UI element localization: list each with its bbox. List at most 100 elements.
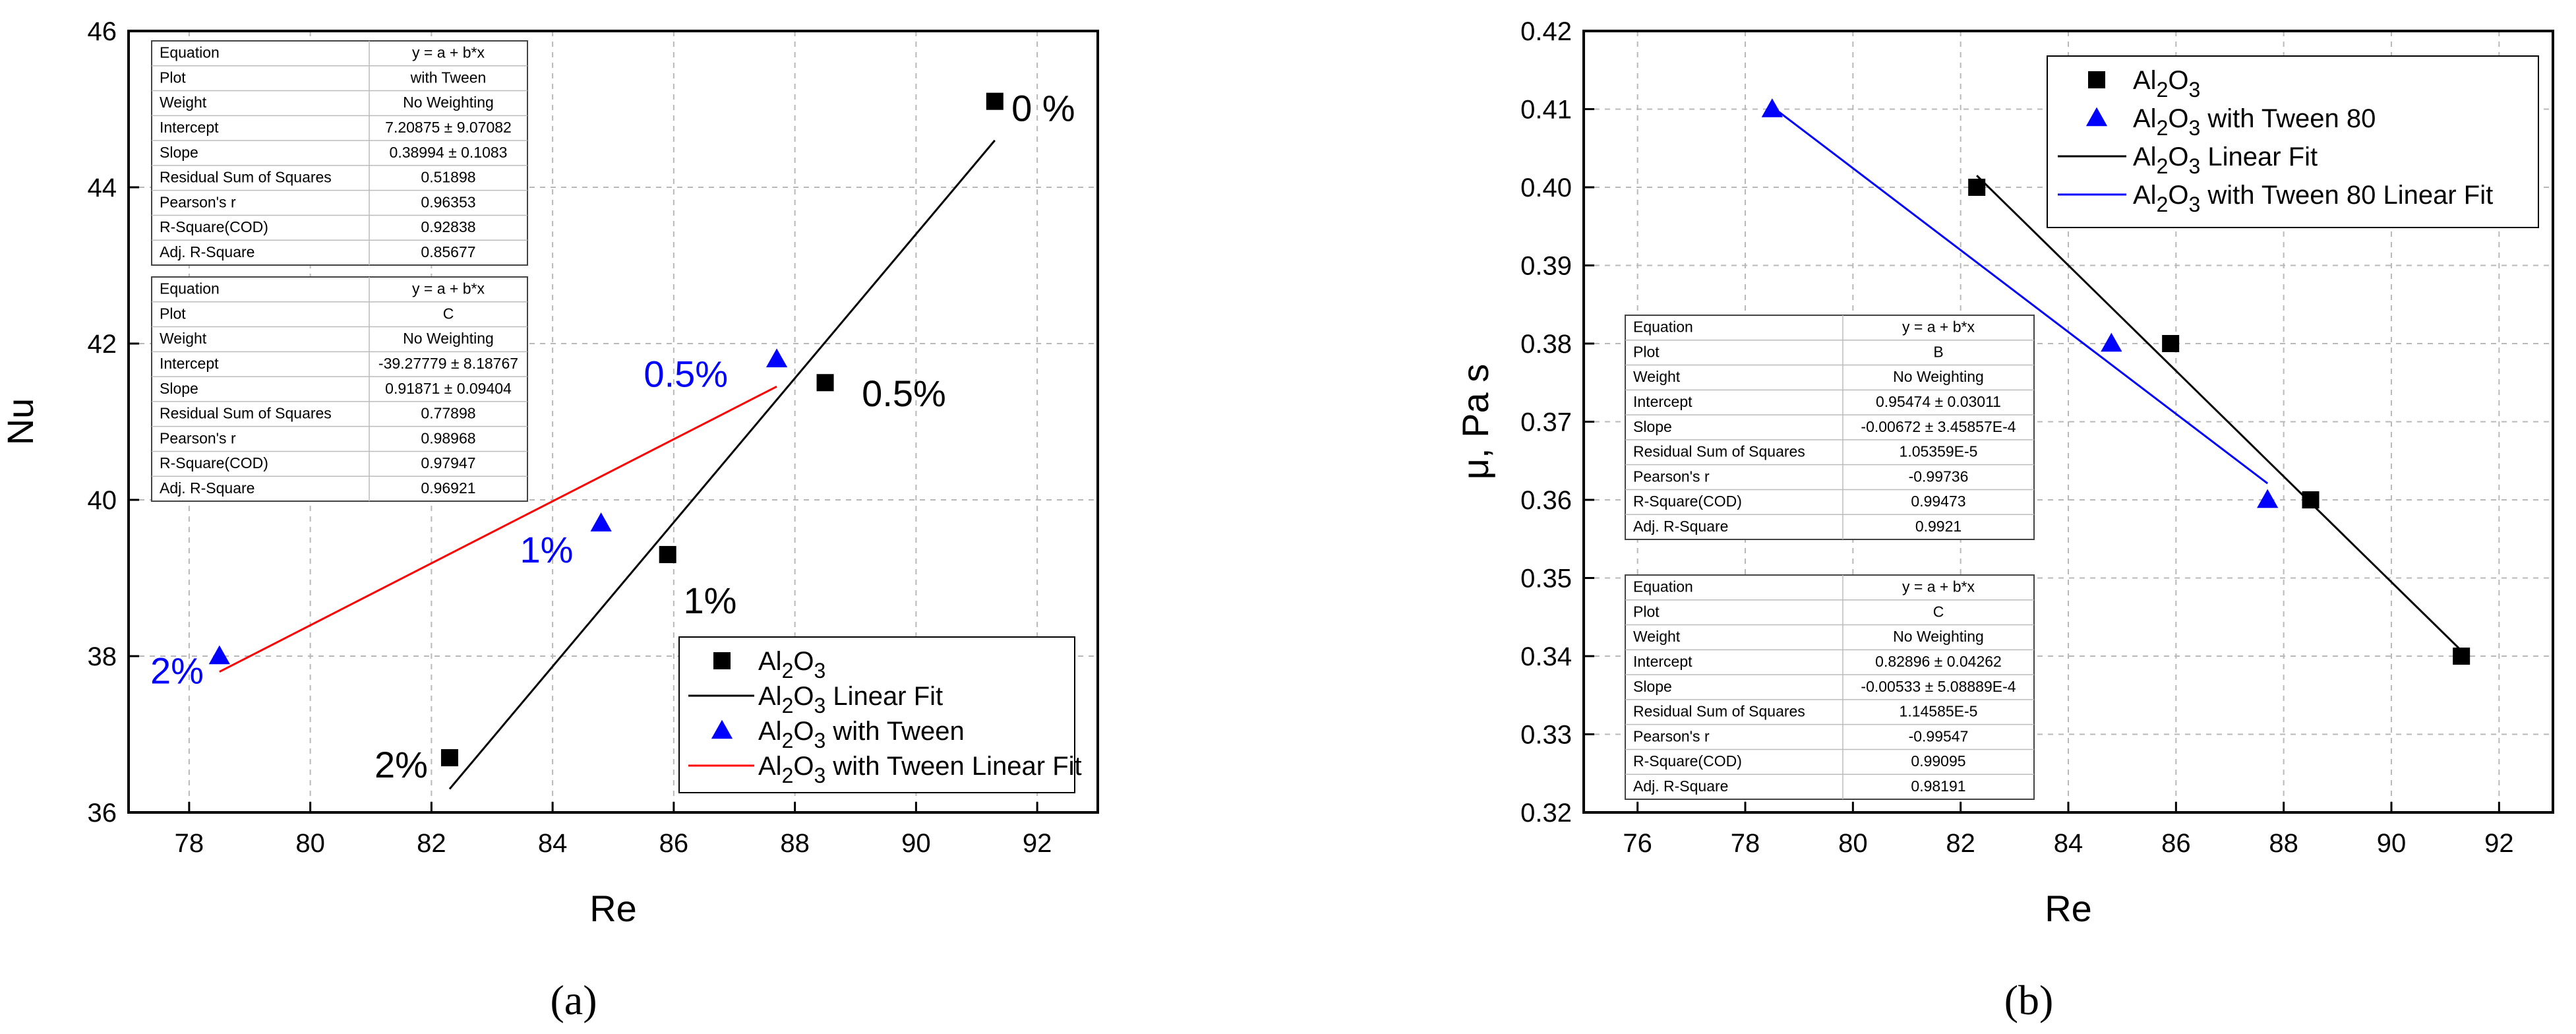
table-cell-label: R-Square(COD) (1633, 493, 1742, 510)
x-tick-label: 82 (1946, 829, 1975, 858)
table-cell-value: No Weighting (403, 330, 494, 347)
fit-stats-table: Equation y = a + b*x Plot with Tween Weight N… (151, 40, 528, 266)
table-cell-value: 0.77898 (421, 405, 475, 422)
legend-label: Al2O3 with Tween Linear Fit (758, 752, 1082, 787)
table-cell-label: Slope (1633, 678, 1672, 695)
x-tick-label: 78 (175, 829, 204, 858)
plot-frame (1582, 30, 2554, 814)
data-point (765, 348, 788, 367)
table-cell-value: 0.99095 (1911, 752, 1965, 770)
y-axis-title: Nu (0, 398, 41, 446)
legend-marker-swatch (713, 652, 731, 669)
y-tick-label: 0.35 (1520, 564, 1572, 593)
x-tick-label: 90 (2377, 829, 2407, 858)
y-tick-label: 36 (88, 799, 117, 828)
point-annotation: 2% (150, 650, 204, 692)
table-cell-value: 0.97947 (421, 454, 475, 471)
legend-frame (2047, 55, 2539, 228)
data-point (1968, 179, 1986, 196)
table-cell-value: y = a + b*x (1902, 319, 1975, 336)
table-frame (1625, 574, 2035, 800)
data-point (659, 545, 676, 563)
point-annotation: 1% (520, 529, 573, 570)
x-tick-label: 90 (901, 829, 931, 858)
y-tick-label: 0.41 (1520, 96, 1572, 125)
y-tick-label: 0.40 (1520, 173, 1572, 202)
table-cell-value: 0.92838 (421, 218, 475, 235)
table-cell-value: 7.20875 ± 9.07082 (385, 119, 512, 136)
table-cell-value: -0.00672 ± 3.45857E-4 (1861, 418, 2016, 435)
table-cell-value: No Weighting (1893, 368, 1984, 385)
table-cell-value: No Weighting (403, 94, 494, 111)
table-cell-label: Residual Sum of Squares (1633, 443, 1805, 460)
table-cell-value: -0.99736 (1909, 468, 1969, 485)
table-cell-value: 0.82896 ± 0.04262 (1875, 653, 2002, 670)
table-cell-label: Adj. R-Square (1633, 777, 1728, 795)
table-cell-label: Plot (160, 305, 186, 322)
table-cell-label: R-Square(COD) (1633, 752, 1742, 770)
data-point (986, 92, 1003, 110)
table-cell-label: Intercept (1633, 393, 1692, 410)
legend-label: Al2O3 with Tween (758, 717, 965, 752)
table-cell-value: 0.96353 (421, 193, 475, 210)
table-cell-value: -39.27779 ± 8.18767 (378, 355, 518, 372)
subfigure-caption: (a) (550, 977, 597, 1023)
y-tick-label: 0.42 (1520, 17, 1572, 46)
table-cell-label: Weight (160, 330, 207, 347)
y-tick-label: 0.37 (1520, 408, 1572, 437)
x-tick-label: 78 (1731, 829, 1760, 858)
table-cell-label: Equation (1633, 319, 1693, 336)
x-tick-label: 80 (295, 829, 325, 858)
table-cell-label: Equation (1633, 578, 1693, 595)
subfigure-caption: (b) (2004, 977, 2054, 1023)
fit-line (448, 139, 996, 790)
y-tick-label: 44 (88, 173, 117, 202)
table-cell-label: Equation (160, 280, 220, 297)
x-tick-label: 92 (1023, 829, 1052, 858)
legend-frame (678, 636, 1075, 793)
x-tick-label: 84 (2054, 829, 2083, 858)
table-cell-label: Pearson's r (160, 193, 236, 210)
table-cell-label: Intercept (160, 355, 219, 372)
table-cell-value: 0.96921 (421, 479, 475, 497)
x-tick-label: 88 (2269, 829, 2298, 858)
table-cell-value: 0.85677 (421, 243, 475, 260)
table-cell-label: Pearson's r (160, 429, 236, 446)
table-cell-value: with Tween (410, 69, 487, 86)
table-cell-value: B (1933, 343, 1943, 360)
y-tick-label: 0.32 (1520, 799, 1572, 828)
y-tick-label: 0.34 (1520, 642, 1572, 671)
table-cell-label: Slope (160, 144, 198, 161)
legend-marker-swatch (711, 719, 733, 739)
y-tick-label: 0.33 (1520, 721, 1572, 750)
chart-b: 76 78 80 82 84 86 88 90 92 0.32 0.33 0.34 0.35 0.36 0.… (1454, 17, 2554, 1023)
point-annotation: 1% (684, 580, 737, 621)
table-cell-label: Weight (1633, 368, 1681, 385)
table-cell-label: Residual Sum of Squares (1633, 703, 1805, 720)
fit-stats-table: Equation y = a + b*x Plot C Weight No Weighti… (1625, 574, 2035, 800)
point-annotation: 0.5% (862, 373, 946, 414)
table-cell-value: 0.38994 ± 0.1083 (390, 144, 508, 161)
chart-a: 78 80 82 84 86 88 90 92 36 38 40 42 44 46 0 % 0.5% 1% 2% 0… (0, 17, 1099, 1023)
table-cell-label: Intercept (160, 119, 219, 136)
table-cell-label: Adj. R-Square (1633, 518, 1728, 535)
y-tick-label: 46 (88, 17, 117, 46)
legend-label: Al2O3 Linear Fit (758, 682, 943, 717)
legend-label: Al2O3 (758, 647, 825, 683)
table-cell-value: 0.95474 ± 0.03011 (1876, 393, 2001, 410)
table-cell-label: Weight (160, 94, 207, 111)
data-point (2302, 491, 2320, 508)
table-cell-label: Adj. R-Square (160, 243, 255, 260)
table-cell-value: 0.51898 (421, 169, 475, 186)
fit-line (219, 385, 777, 673)
data-point (2162, 335, 2180, 352)
legend-label: Al2O3 Linear Fit (2133, 142, 2318, 178)
x-tick-label: 86 (2161, 829, 2191, 858)
table-cell-label: Slope (1633, 418, 1672, 435)
data-point (590, 512, 612, 532)
table-cell-value: 1.14585E-5 (1900, 703, 1978, 720)
fit-line (1976, 175, 2463, 652)
x-tick-label: 82 (417, 829, 446, 858)
data-point (440, 749, 458, 767)
